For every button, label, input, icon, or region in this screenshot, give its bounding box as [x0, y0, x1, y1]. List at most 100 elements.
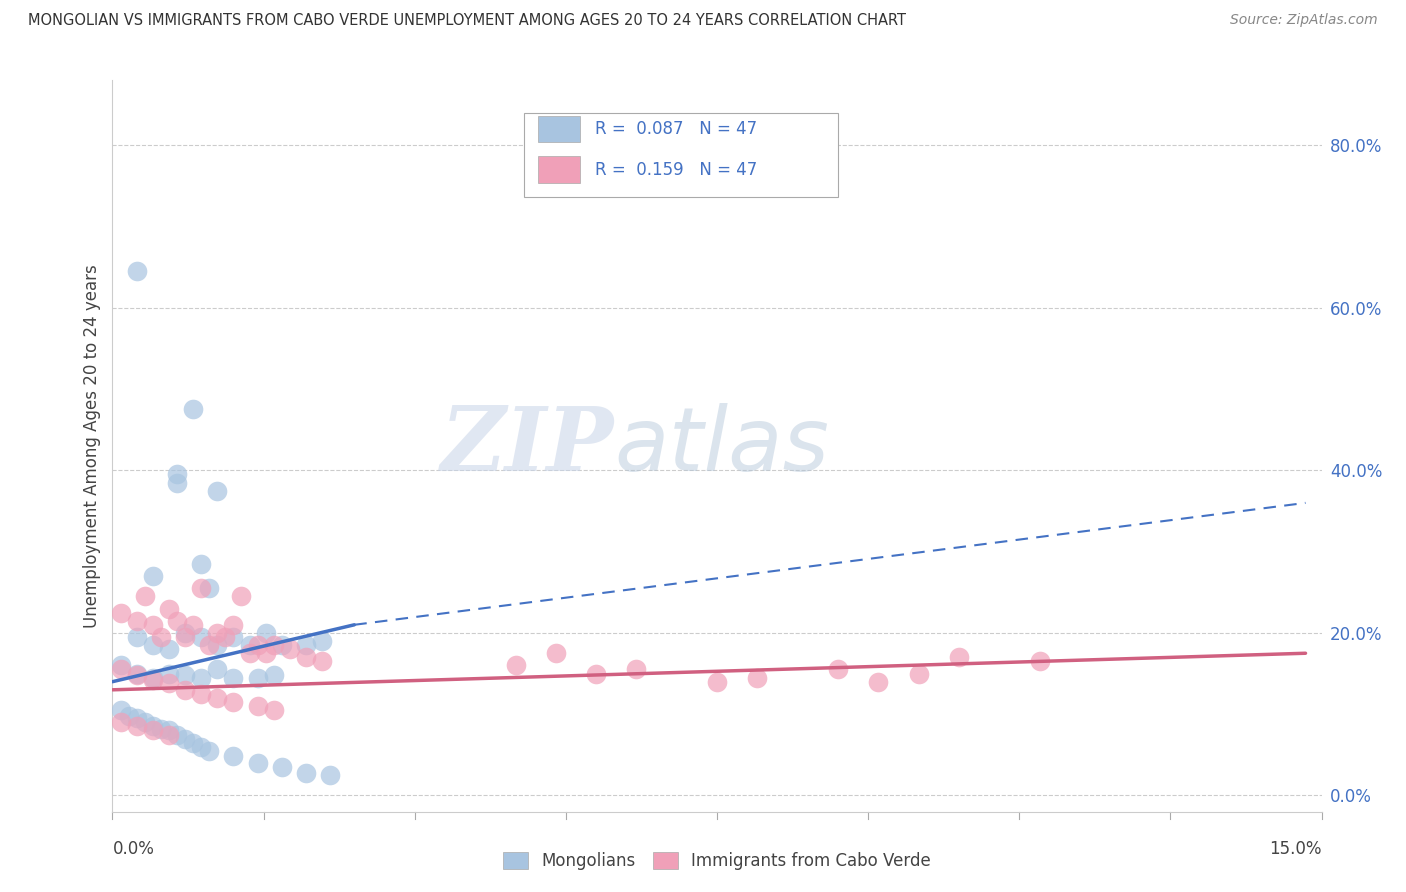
Point [110, 606, 132, 620]
Point [134, 590, 156, 604]
Point [149, 630, 172, 644]
Text: ZIP: ZIP [441, 403, 614, 489]
Legend: Mongolians, Immigrants from Cabo Verde: Mongolians, Immigrants from Cabo Verde [496, 845, 938, 877]
Text: Source: ZipAtlas.com: Source: ZipAtlas.com [1230, 13, 1378, 28]
Point [295, 650, 318, 665]
Point [222, 617, 245, 632]
Point [295, 765, 318, 780]
Point [157, 666, 180, 681]
Point [278, 642, 301, 657]
Point [134, 715, 156, 730]
Point [190, 739, 212, 754]
Point [174, 731, 197, 746]
Point [222, 630, 245, 644]
Point [207, 626, 229, 640]
Point [198, 581, 221, 595]
Point [125, 666, 148, 681]
Point [907, 666, 929, 681]
Text: MONGOLIAN VS IMMIGRANTS FROM CABO VERDE UNEMPLOYMENT AMONG AGES 20 TO 24 YEARS C: MONGOLIAN VS IMMIGRANTS FROM CABO VERDE … [28, 13, 905, 29]
Point [222, 695, 245, 709]
Point [222, 671, 245, 685]
Point [181, 617, 204, 632]
Text: R =  0.159   N = 47: R = 0.159 N = 47 [595, 161, 758, 178]
Point [254, 646, 277, 660]
Point [263, 668, 285, 682]
Point [544, 646, 567, 660]
Point [207, 638, 229, 652]
Point [948, 650, 970, 665]
Point [246, 638, 269, 652]
Point [110, 715, 132, 730]
Point [110, 703, 132, 717]
Point [125, 668, 148, 682]
Point [207, 690, 229, 705]
Point [110, 663, 132, 677]
Point [166, 614, 188, 628]
Point [214, 630, 236, 644]
Point [706, 674, 728, 689]
Point [142, 719, 165, 733]
Point [157, 601, 180, 615]
Point [207, 483, 229, 498]
Point [270, 760, 292, 774]
Point [207, 663, 229, 677]
Point [142, 673, 165, 687]
Point [166, 475, 188, 490]
Point [198, 744, 221, 758]
Point [117, 708, 139, 723]
Point [190, 557, 212, 571]
Point [190, 687, 212, 701]
Y-axis label: Unemployment Among Ages 20 to 24 years: Unemployment Among Ages 20 to 24 years [83, 264, 101, 628]
Point [263, 703, 285, 717]
Point [125, 711, 148, 725]
Point [626, 663, 648, 677]
Point [238, 638, 260, 652]
Point [319, 768, 342, 782]
Point [198, 638, 221, 652]
Point [868, 674, 890, 689]
Point [585, 666, 607, 681]
Point [125, 614, 148, 628]
Point [311, 654, 333, 668]
Point [263, 638, 285, 652]
Point [1028, 654, 1050, 668]
Point [190, 581, 212, 595]
Text: atlas: atlas [614, 403, 830, 489]
Point [190, 630, 212, 644]
Point [174, 682, 197, 697]
Point [125, 719, 148, 733]
Point [181, 402, 204, 417]
Point [157, 676, 180, 690]
Point [254, 626, 277, 640]
Point [157, 727, 180, 741]
Point [157, 642, 180, 657]
Point [174, 626, 197, 640]
Point [142, 723, 165, 738]
Point [827, 663, 849, 677]
Point [238, 646, 260, 660]
Point [295, 638, 318, 652]
Point [747, 671, 769, 685]
Point [166, 727, 188, 741]
Point [142, 569, 165, 583]
Point [142, 671, 165, 685]
Text: R =  0.087   N = 47: R = 0.087 N = 47 [595, 120, 756, 138]
Point [246, 756, 269, 770]
Point [157, 723, 180, 738]
Point [246, 671, 269, 685]
FancyBboxPatch shape [538, 116, 581, 143]
Point [166, 467, 188, 482]
Point [142, 638, 165, 652]
Point [190, 671, 212, 685]
Point [149, 722, 172, 736]
Point [270, 638, 292, 652]
Text: 15.0%: 15.0% [1270, 840, 1322, 858]
Point [231, 590, 253, 604]
FancyBboxPatch shape [538, 156, 581, 183]
Point [246, 699, 269, 714]
Point [110, 658, 132, 673]
Point [505, 658, 527, 673]
Point [125, 630, 148, 644]
Point [174, 630, 197, 644]
Point [174, 668, 197, 682]
